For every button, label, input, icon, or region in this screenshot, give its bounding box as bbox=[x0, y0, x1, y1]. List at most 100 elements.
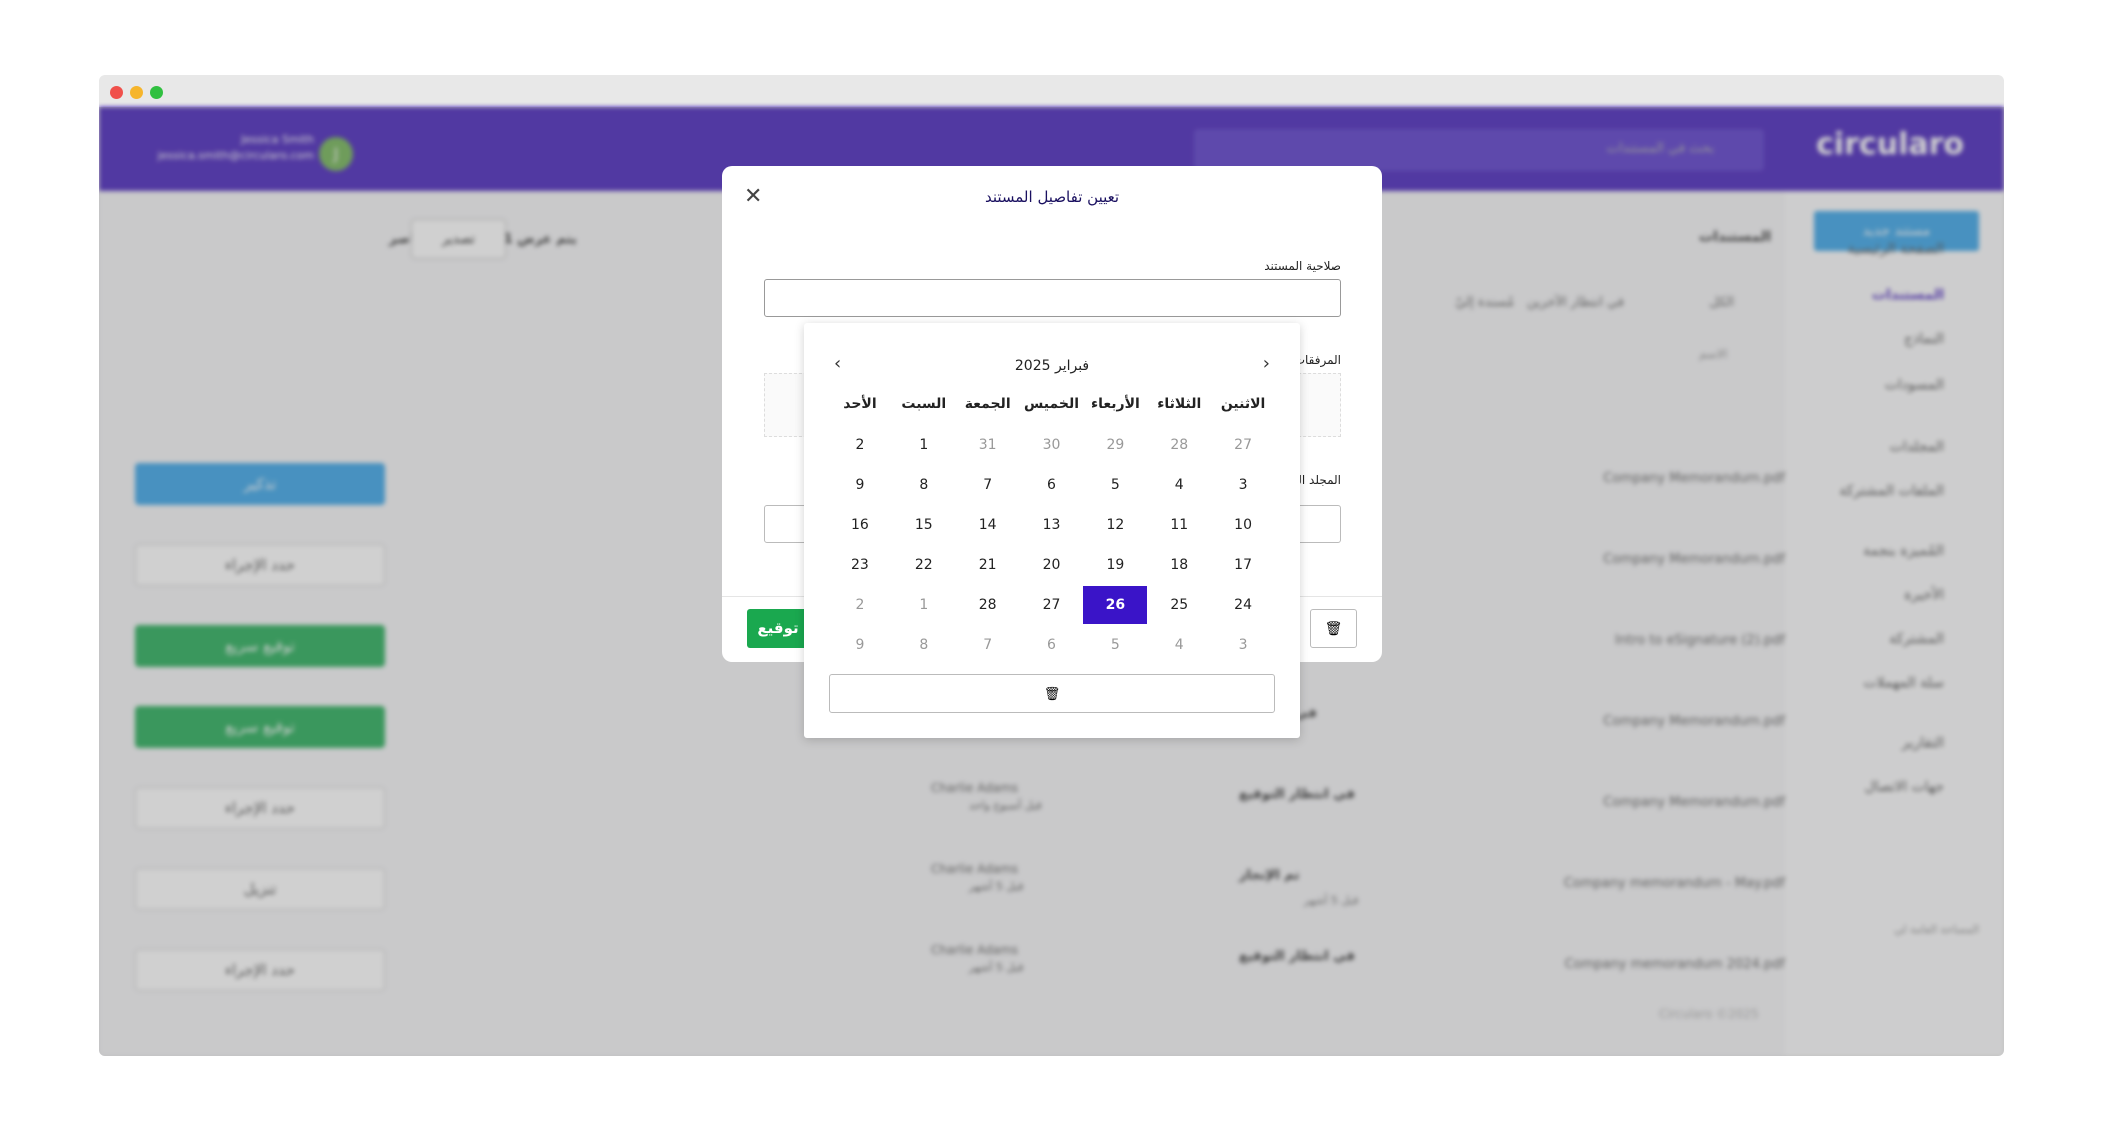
action-button[interactable]: تنزيل bbox=[135, 868, 385, 910]
tab[interactable]: مُسندة إليّ bbox=[1455, 295, 1514, 310]
day-cell[interactable]: 10 bbox=[1234, 517, 1252, 533]
nav-item[interactable]: جهات الاتصال bbox=[1864, 779, 1944, 795]
day-cell[interactable]: 9 bbox=[855, 477, 865, 493]
weekday: السبت bbox=[901, 396, 947, 412]
folder-label: المجلد الو bbox=[1292, 473, 1341, 487]
action-button[interactable]: حدد الإجراء bbox=[135, 787, 385, 829]
nav-footer[interactable]: المساحة العامة لي bbox=[1894, 923, 1979, 936]
sign-button[interactable]: توقيع bbox=[747, 609, 809, 648]
close-button[interactable]: ✕ bbox=[744, 184, 763, 209]
user-email: jessica.smith@circularo.com bbox=[157, 149, 314, 162]
day-cell[interactable]: 30 bbox=[1042, 437, 1061, 453]
tab[interactable]: في انتظار الآخرين bbox=[1526, 295, 1624, 310]
action-button[interactable]: توقيع سريع bbox=[135, 706, 385, 748]
tab[interactable]: الكل bbox=[1709, 295, 1734, 310]
nav-item[interactable]: المستندات bbox=[1871, 287, 1944, 303]
day-cell[interactable]: 1 bbox=[919, 437, 929, 453]
file-name: Company Memorandum.pdf bbox=[1603, 714, 1785, 729]
day-cell[interactable]: 8 bbox=[919, 637, 929, 653]
column-name: الاسم bbox=[1699, 347, 1728, 361]
expiry-input[interactable] bbox=[764, 279, 1341, 317]
time: قبل أسبوع واحد bbox=[969, 799, 1042, 812]
day-cell[interactable]: 18 bbox=[1170, 557, 1189, 573]
weekday: الخميس bbox=[1023, 396, 1080, 412]
nav-item[interactable]: الصفحة الرئيسية bbox=[1847, 241, 1944, 257]
day-cell[interactable]: 25 bbox=[1170, 597, 1189, 613]
day-cell[interactable]: 7 bbox=[983, 637, 993, 653]
calendar: ‹ › فبراير 2025 الاثنين الثلاثاء الأربعاء ا… bbox=[804, 323, 1300, 738]
day-cell[interactable]: 14 bbox=[978, 517, 997, 533]
window-minimize[interactable] bbox=[130, 86, 143, 99]
table-row[interactable]: Company Memorandum.pdf حدد الإجراء في انتظ… bbox=[99, 773, 1785, 843]
action-button[interactable]: حدد الإجراء bbox=[135, 949, 385, 991]
day-cell[interactable]: 17 bbox=[1234, 557, 1252, 573]
action-button[interactable]: تذكير bbox=[135, 463, 385, 505]
next-month[interactable]: › bbox=[1262, 353, 1270, 374]
nav-item[interactable]: الملفات المشتركة bbox=[1839, 483, 1944, 499]
nav-item[interactable]: سلة المهملات bbox=[1863, 675, 1944, 691]
action-button[interactable]: حدد الإجراء bbox=[135, 544, 385, 586]
day-cell[interactable]: 29 bbox=[1106, 437, 1125, 453]
prev-month[interactable]: ‹ bbox=[834, 353, 842, 374]
day-cell[interactable]: 2 bbox=[855, 597, 865, 613]
day-cell[interactable]: 11 bbox=[1170, 517, 1189, 533]
day-cell[interactable]: 4 bbox=[1174, 637, 1184, 653]
file-name: Company Memorandum.pdf bbox=[1603, 795, 1785, 810]
nav-item[interactable]: المشتركة bbox=[1889, 631, 1944, 647]
day-cell[interactable]: 27 bbox=[1234, 437, 1252, 453]
nav-item[interactable]: المجلدات bbox=[1889, 439, 1944, 455]
action-button[interactable]: توقيع سريع bbox=[135, 625, 385, 667]
logo[interactable]: circularo bbox=[1816, 127, 1964, 162]
table-row[interactable]: Company memorandum - May.pdf تنزيل تم الإن… bbox=[99, 854, 1785, 924]
day-cell[interactable]: 19 bbox=[1106, 557, 1125, 573]
day-cell[interactable]: 6 bbox=[1047, 477, 1056, 493]
day-cell[interactable]: 31 bbox=[978, 437, 997, 453]
day-cell[interactable]: 2 bbox=[855, 437, 865, 453]
clear-date[interactable]: 🗑 bbox=[829, 674, 1275, 713]
day-cell[interactable]: 5 bbox=[1110, 637, 1120, 653]
table-row[interactable]: Company Memorandum.pdf حدد الإجراء bbox=[99, 530, 1785, 600]
nav-item[interactable]: النماذج bbox=[1903, 331, 1944, 347]
day-cell[interactable]: 26 bbox=[1083, 586, 1148, 624]
day-cell[interactable]: 16 bbox=[851, 517, 869, 533]
day-cell[interactable]: 28 bbox=[1170, 437, 1189, 453]
nav-item[interactable]: الأخيرة bbox=[1904, 587, 1944, 603]
nav-item[interactable]: المُميزة بنجمة bbox=[1863, 543, 1944, 559]
day-cell[interactable]: 1 bbox=[919, 597, 929, 613]
day-cell[interactable]: 7 bbox=[983, 477, 993, 493]
nav-item[interactable]: المسودات bbox=[1884, 377, 1944, 393]
day-cell[interactable]: 24 bbox=[1234, 597, 1252, 613]
day-cell[interactable]: 5 bbox=[1110, 477, 1120, 493]
day-cell[interactable]: 22 bbox=[914, 557, 933, 573]
day-cell[interactable]: 23 bbox=[851, 557, 869, 573]
window-maximize[interactable] bbox=[150, 86, 163, 99]
file-name: Company memorandum 2024.pdf bbox=[1564, 957, 1785, 972]
day-cell[interactable]: 6 bbox=[1047, 637, 1056, 653]
avatar[interactable]: J bbox=[319, 137, 353, 171]
table-row[interactable]: Company memorandum 2024.pdf حدد الإجراء في… bbox=[99, 935, 1785, 1005]
day-cell[interactable]: 3 bbox=[1238, 477, 1248, 493]
day-cell[interactable]: 4 bbox=[1174, 477, 1184, 493]
day-cell[interactable]: 28 bbox=[978, 597, 997, 613]
app-background: circularo بحث في المستندات J Jessica Smi… bbox=[99, 107, 2004, 1056]
window-close[interactable] bbox=[110, 86, 123, 99]
day-cell[interactable]: 12 bbox=[1106, 517, 1125, 533]
status: تم الإنجاز bbox=[1239, 868, 1300, 883]
day-cell[interactable]: 3 bbox=[1238, 637, 1248, 653]
day-cell[interactable]: 27 bbox=[1042, 597, 1061, 613]
day-cell[interactable]: 8 bbox=[919, 477, 929, 493]
table-row[interactable]: Company Memorandum.pdf تذكير bbox=[99, 449, 1785, 519]
day-cell[interactable]: 9 bbox=[855, 637, 865, 653]
day-cell[interactable]: 21 bbox=[978, 557, 997, 573]
nav-item[interactable]: التقارير bbox=[1901, 735, 1944, 751]
search[interactable]: بحث في المستندات bbox=[1194, 129, 1764, 171]
delete-button[interactable]: 🗑 bbox=[1310, 609, 1357, 648]
time: قبل 5 أشهر bbox=[969, 880, 1024, 893]
day-cell[interactable]: 13 bbox=[1042, 517, 1061, 533]
new-document[interactable]: مستند جديد bbox=[1814, 211, 1979, 251]
day-cell[interactable]: 15 bbox=[914, 517, 933, 533]
attachments-label: المرفقات bbox=[1293, 353, 1341, 367]
export[interactable]: تصدير bbox=[411, 219, 506, 259]
day-cell[interactable]: 20 bbox=[1042, 557, 1061, 573]
table-row[interactable]: Intro to eSignature (2).pdf توقيع سريع bbox=[99, 611, 1785, 681]
